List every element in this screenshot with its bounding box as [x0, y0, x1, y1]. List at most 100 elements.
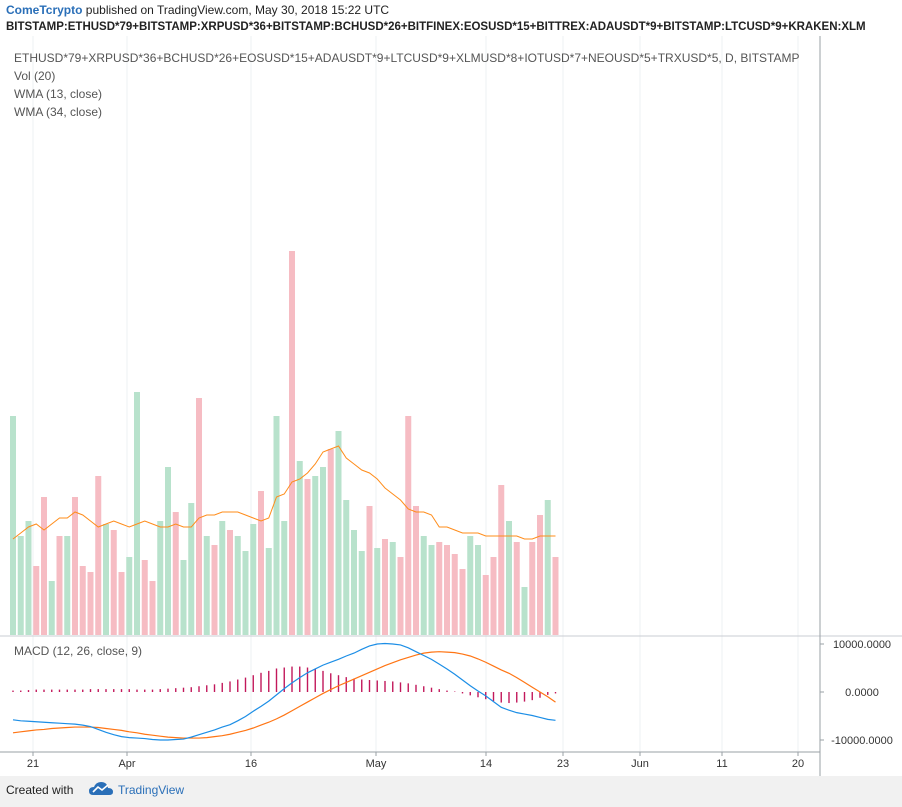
macd-tick-label: 10000.0000 — [833, 639, 891, 651]
volume-bar — [397, 557, 404, 635]
footer: Created with TradingView — [0, 776, 902, 807]
volume-bar — [265, 548, 272, 635]
volume-bar — [56, 536, 63, 635]
volume-bar — [188, 503, 195, 635]
legend-macd: MACD (12, 26, close, 9) — [14, 644, 142, 658]
volume-bar — [451, 554, 458, 635]
volume-bar — [72, 497, 78, 635]
volume-bar — [459, 569, 466, 635]
volume-bar — [196, 398, 202, 635]
volume-bar — [467, 536, 474, 635]
volume-bar — [374, 548, 381, 635]
volume-bar — [157, 521, 164, 635]
volume-bar — [126, 557, 133, 635]
volume-bar — [544, 500, 551, 635]
volume-bar — [320, 467, 326, 635]
volume-bar — [444, 545, 450, 635]
volume-bar — [87, 572, 94, 635]
volume-bar — [498, 485, 505, 635]
volume-bar — [428, 545, 435, 635]
volume-bar — [227, 530, 233, 635]
volume-bar — [110, 530, 117, 635]
volume-bar — [250, 524, 257, 635]
volume-bar — [242, 551, 249, 635]
volume-bar — [165, 467, 171, 635]
volume-bar — [25, 521, 32, 635]
volume-bar — [382, 539, 388, 635]
volume-bar — [33, 566, 40, 635]
author-name[interactable]: ComeTcrypto — [6, 3, 83, 17]
volume-bar — [436, 542, 443, 635]
volume-bar — [521, 587, 528, 635]
volume-bar — [203, 536, 210, 635]
legend-symbol: ETHUSD*79+XRPUSD*36+BCHUSD*26+EOSUSD*15+… — [14, 51, 800, 65]
volume-bar — [304, 479, 311, 635]
volume-bar — [405, 416, 412, 635]
volume-bar — [48, 581, 55, 635]
volume-bar — [95, 476, 102, 635]
volume-ma-line — [12, 445, 556, 540]
volume-ma-line — [12, 445, 556, 540]
volume-bar — [490, 557, 497, 635]
publish-header: ComeTcrypto published on TradingView.com… — [6, 3, 389, 17]
axes: 120000.00112000.00104000.0096000.0088000… — [0, 36, 893, 776]
time-tick-label: 16 — [245, 758, 257, 770]
legends: ETHUSD*79+XRPUSD*36+BCHUSD*26+EOSUSD*15+… — [14, 51, 800, 658]
volume-bar — [17, 536, 24, 635]
volume-bar — [506, 521, 512, 635]
volume-bar — [41, 497, 47, 635]
time-tick-label: Apr — [118, 758, 135, 770]
time-tick-label: May — [366, 758, 387, 770]
volume-bar — [180, 560, 187, 635]
volume-bar — [537, 515, 543, 635]
volume-bar — [296, 461, 303, 635]
volume-bar — [413, 506, 419, 635]
time-tick-label: 23 — [557, 758, 569, 770]
price-chart[interactable]: 12345ABC 120000.00112000.00104000.009600… — [0, 0, 902, 776]
volume-bar — [10, 416, 16, 635]
macd-signal-line — [12, 651, 556, 739]
volume-bars — [10, 251, 559, 635]
volume-bar — [358, 551, 365, 635]
volume-bar — [420, 536, 427, 635]
volume-bar — [289, 251, 295, 635]
legend-wma34: WMA (34, close) — [14, 105, 102, 119]
symbol-title: BITSTAMP:ETHUSD*79+BITSTAMP:XRPUSD*36+BI… — [6, 21, 866, 33]
time-tick-label: Jun — [631, 758, 649, 770]
volume-bar — [103, 524, 109, 635]
volume-bar — [552, 557, 559, 635]
volume-bar — [118, 572, 125, 635]
macd-tick-label: 0.0000 — [845, 687, 879, 699]
footer-created-with: Created with — [6, 783, 74, 797]
time-tick-label: 21 — [27, 758, 39, 770]
volume-bar — [281, 521, 288, 635]
volume-bar — [482, 575, 489, 635]
macd-pane — [0, 635, 902, 741]
volume-bar — [327, 449, 334, 635]
volume-bar — [389, 542, 396, 635]
volume-bar — [343, 500, 350, 635]
volume-bar — [141, 560, 148, 635]
volume-bar — [258, 491, 264, 635]
volume-bar — [351, 530, 357, 635]
time-tick-label: 14 — [480, 758, 492, 770]
volume-bar — [312, 476, 319, 635]
volume-bar — [134, 392, 140, 635]
footer-tradingview-link[interactable]: TradingView — [118, 783, 185, 797]
macd-line — [12, 642, 556, 741]
publish-info: published on TradingView.com, May 30, 20… — [85, 3, 390, 17]
volume-bar — [513, 542, 520, 635]
volume-bar — [335, 431, 342, 635]
volume-bar — [79, 566, 86, 635]
volume-bar — [529, 542, 536, 635]
volume-bar — [273, 416, 280, 635]
tradingview-cloud-icon[interactable] — [88, 780, 114, 800]
volume-bar — [149, 581, 156, 635]
macd-tick-label: -10000.0000 — [831, 735, 893, 747]
volume-bar — [475, 545, 481, 635]
legend-vol: Vol (20) — [14, 69, 55, 83]
volume-bar — [64, 536, 71, 635]
volume-bar — [366, 506, 373, 635]
time-tick-label: 20 — [792, 758, 804, 770]
volume-bar — [172, 512, 179, 635]
